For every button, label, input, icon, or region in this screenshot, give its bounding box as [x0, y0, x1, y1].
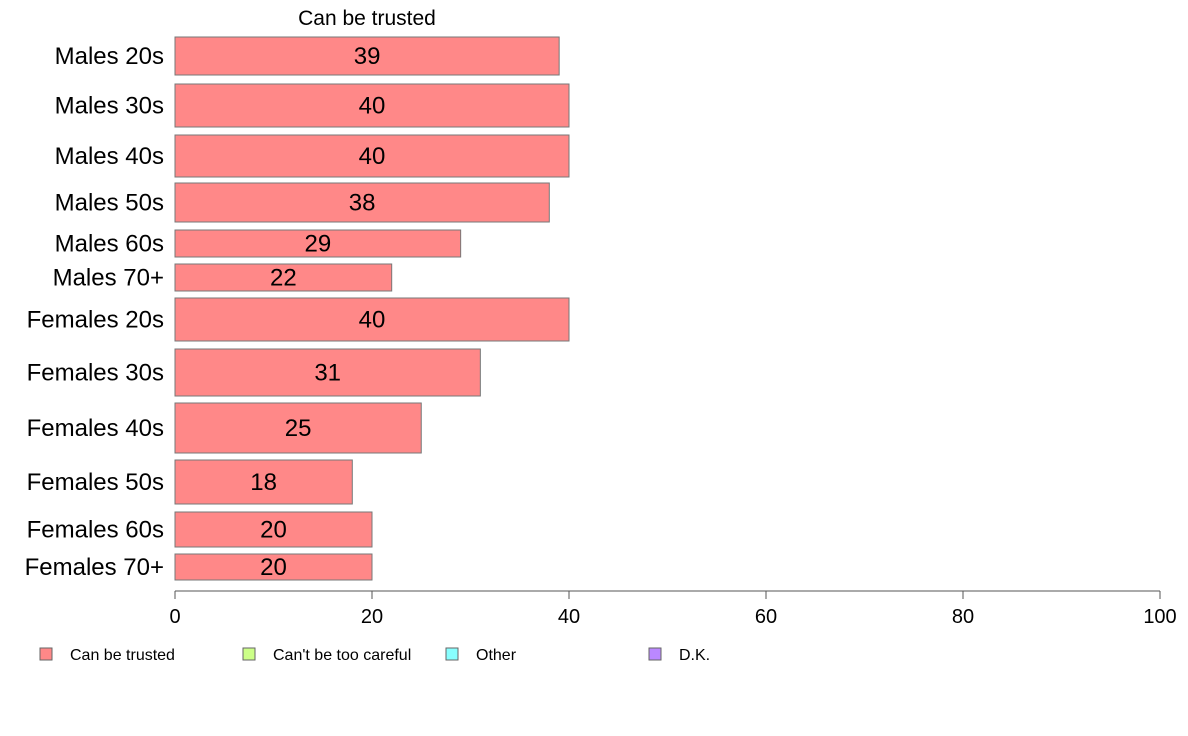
bar — [174, 402, 422, 454]
data-label: 25 — [285, 415, 312, 442]
legend-swatch — [648, 647, 662, 661]
x-tick-label: 80 — [952, 606, 974, 628]
category-label: Males 60s — [55, 231, 164, 258]
x-tick-label: 40 — [558, 606, 580, 628]
bar — [174, 83, 570, 128]
bar — [174, 36, 560, 76]
category-label: Males 20s — [55, 43, 164, 70]
bar — [174, 134, 570, 178]
category-label: Females 60s — [27, 517, 164, 544]
x-axis: 0 20 40 60 80 100 — [169, 590, 1177, 628]
legend-label: Can be trusted — [70, 647, 175, 664]
bar — [174, 459, 353, 505]
legend-label: Can't be too careful — [273, 647, 411, 664]
data-label: 40 — [359, 307, 386, 334]
category-label: Females 70+ — [25, 554, 164, 581]
bar — [174, 348, 481, 397]
legend-swatch — [39, 647, 53, 661]
data-label: 39 — [354, 43, 381, 70]
bar — [174, 511, 373, 548]
data-label: 20 — [260, 554, 287, 581]
legend-label: D.K. — [679, 647, 710, 664]
x-tick-label: 100 — [1143, 606, 1176, 628]
legend-label: Other — [476, 647, 517, 664]
legend-swatch — [445, 647, 459, 661]
x-tick-label: 0 — [169, 606, 180, 628]
category-label: Males 40s — [55, 143, 164, 170]
data-label: 40 — [359, 143, 386, 170]
data-label: 22 — [270, 265, 297, 292]
data-label: 20 — [260, 517, 287, 544]
x-tick-label: 60 — [755, 606, 777, 628]
bars-group: Males 20s 39 Males 30s 40 Males 40s 40 Males 5… — [25, 36, 570, 581]
category-label: Males 30s — [55, 93, 164, 120]
bar — [174, 182, 550, 223]
category-label: Females 20s — [27, 307, 164, 334]
category-label: Females 40s — [27, 415, 164, 442]
bar — [174, 263, 393, 292]
legend-swatch — [242, 647, 256, 661]
data-label: 29 — [304, 231, 331, 258]
data-label: 38 — [349, 190, 376, 217]
data-label: 18 — [250, 469, 277, 496]
data-label: 31 — [314, 360, 341, 387]
bar — [174, 553, 373, 581]
category-label: Males 50s — [55, 190, 164, 217]
category-label: Males 70+ — [53, 265, 164, 292]
category-label: Females 30s — [27, 360, 164, 387]
chart-title: Can be trusted — [298, 7, 436, 30]
legend: Can be trusted Can't be too careful Other D… — [39, 647, 710, 664]
category-label: Females 50s — [27, 469, 164, 496]
bar — [174, 229, 462, 258]
data-label: 40 — [359, 93, 386, 120]
bar — [174, 297, 570, 342]
x-tick-label: 20 — [361, 606, 383, 628]
